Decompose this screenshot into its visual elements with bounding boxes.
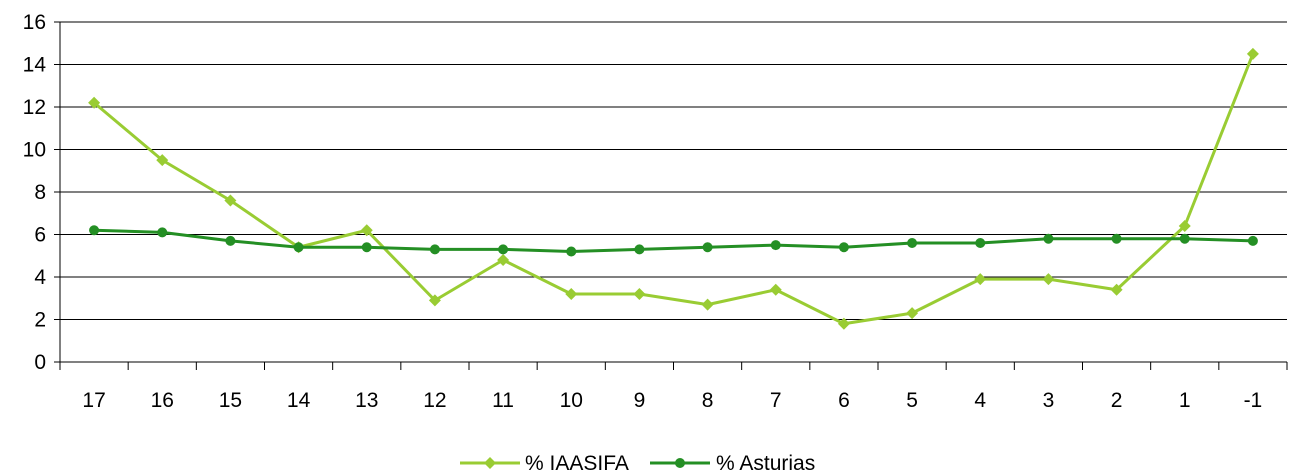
x-tick-label: 2 [1111, 389, 1123, 412]
data-point [907, 238, 918, 248]
y-axis-tick-labels: 0 2 4 6 8 10 12 14 16 [23, 11, 47, 374]
y-tick-label: 16 [23, 11, 46, 34]
x-tick-label: 5 [906, 389, 918, 412]
data-point [634, 244, 645, 255]
data-point [1111, 233, 1122, 244]
x-tick-label: 7 [770, 389, 782, 412]
x-tick-label: 9 [634, 389, 646, 412]
x-tick-label: 16 [151, 389, 174, 412]
data-point [974, 273, 987, 286]
data-point [497, 254, 510, 266]
data-point [702, 242, 713, 253]
series-asturias [89, 225, 1258, 257]
y-tick-label: 12 [23, 96, 46, 119]
data-point [1246, 47, 1259, 60]
data-point [566, 246, 577, 257]
data-point [1247, 235, 1258, 246]
data-point [1043, 233, 1054, 244]
y-tick-label: 8 [34, 181, 46, 204]
data-point [88, 96, 101, 109]
y-tick-label: 6 [34, 224, 46, 247]
data-point [498, 244, 509, 255]
data-point [1042, 273, 1055, 286]
data-point [770, 240, 781, 251]
x-tick-label: 15 [219, 389, 242, 412]
data-point [701, 298, 714, 311]
legend-label: % IAASIFA [525, 452, 629, 475]
data-point [633, 288, 646, 300]
data-point [293, 242, 304, 253]
x-tick-label: 11 [492, 389, 514, 412]
data-point [428, 294, 441, 307]
data-point [89, 225, 100, 236]
diamond-marker-icon [484, 457, 496, 469]
data-point [1179, 233, 1190, 244]
data-point [429, 244, 440, 255]
data-point [225, 235, 236, 246]
data-point [1178, 220, 1191, 232]
data-point [565, 288, 578, 300]
data-point [224, 194, 237, 207]
x-tick-label: 3 [1043, 389, 1055, 412]
x-axis-tick-labels: 17 16 15 14 13 12 11 10 9 8 7 6 5 4 3 2 1 -1 [82, 389, 1262, 412]
series-group [88, 47, 1259, 330]
x-tick-label: 14 [287, 389, 311, 412]
legend-item-asturias: % Asturias [650, 452, 815, 475]
x-tick-label: 17 [82, 389, 105, 412]
y-tick-label: 10 [23, 139, 46, 162]
data-point [1110, 283, 1123, 296]
x-tick-label: 1 [1179, 389, 1191, 412]
y-tick-label: 4 [34, 266, 46, 289]
x-tick-label: 6 [838, 389, 850, 412]
gridlines [60, 21, 1287, 320]
legend: % IAASIFA % Asturias [460, 452, 815, 475]
data-point [157, 227, 168, 238]
data-point [975, 238, 986, 248]
x-tick-label: 4 [974, 389, 986, 412]
legend-label: % Asturias [716, 452, 815, 475]
data-point [769, 283, 782, 296]
data-point [837, 317, 850, 330]
series-line [93, 53, 1255, 326]
series-iaasifa [88, 47, 1259, 330]
series-line [94, 228, 1253, 253]
x-tick-label: 13 [355, 389, 378, 412]
data-point [838, 242, 849, 253]
x-tick-label: 10 [560, 389, 583, 412]
x-tick-label: 8 [702, 389, 714, 412]
y-tick-label: 14 [23, 54, 47, 77]
axes [54, 21, 1288, 370]
data-point [156, 154, 169, 167]
y-tick-label: 2 [34, 309, 46, 332]
legend-item-iaasifa: % IAASIFA [460, 452, 629, 475]
circle-marker-icon [675, 458, 685, 468]
y-tick-label: 0 [34, 351, 46, 374]
data-point [361, 242, 372, 253]
data-point [906, 307, 919, 320]
x-tick-label: -1 [1244, 389, 1263, 412]
data-point [360, 224, 373, 237]
x-tick-label: 12 [423, 389, 446, 412]
